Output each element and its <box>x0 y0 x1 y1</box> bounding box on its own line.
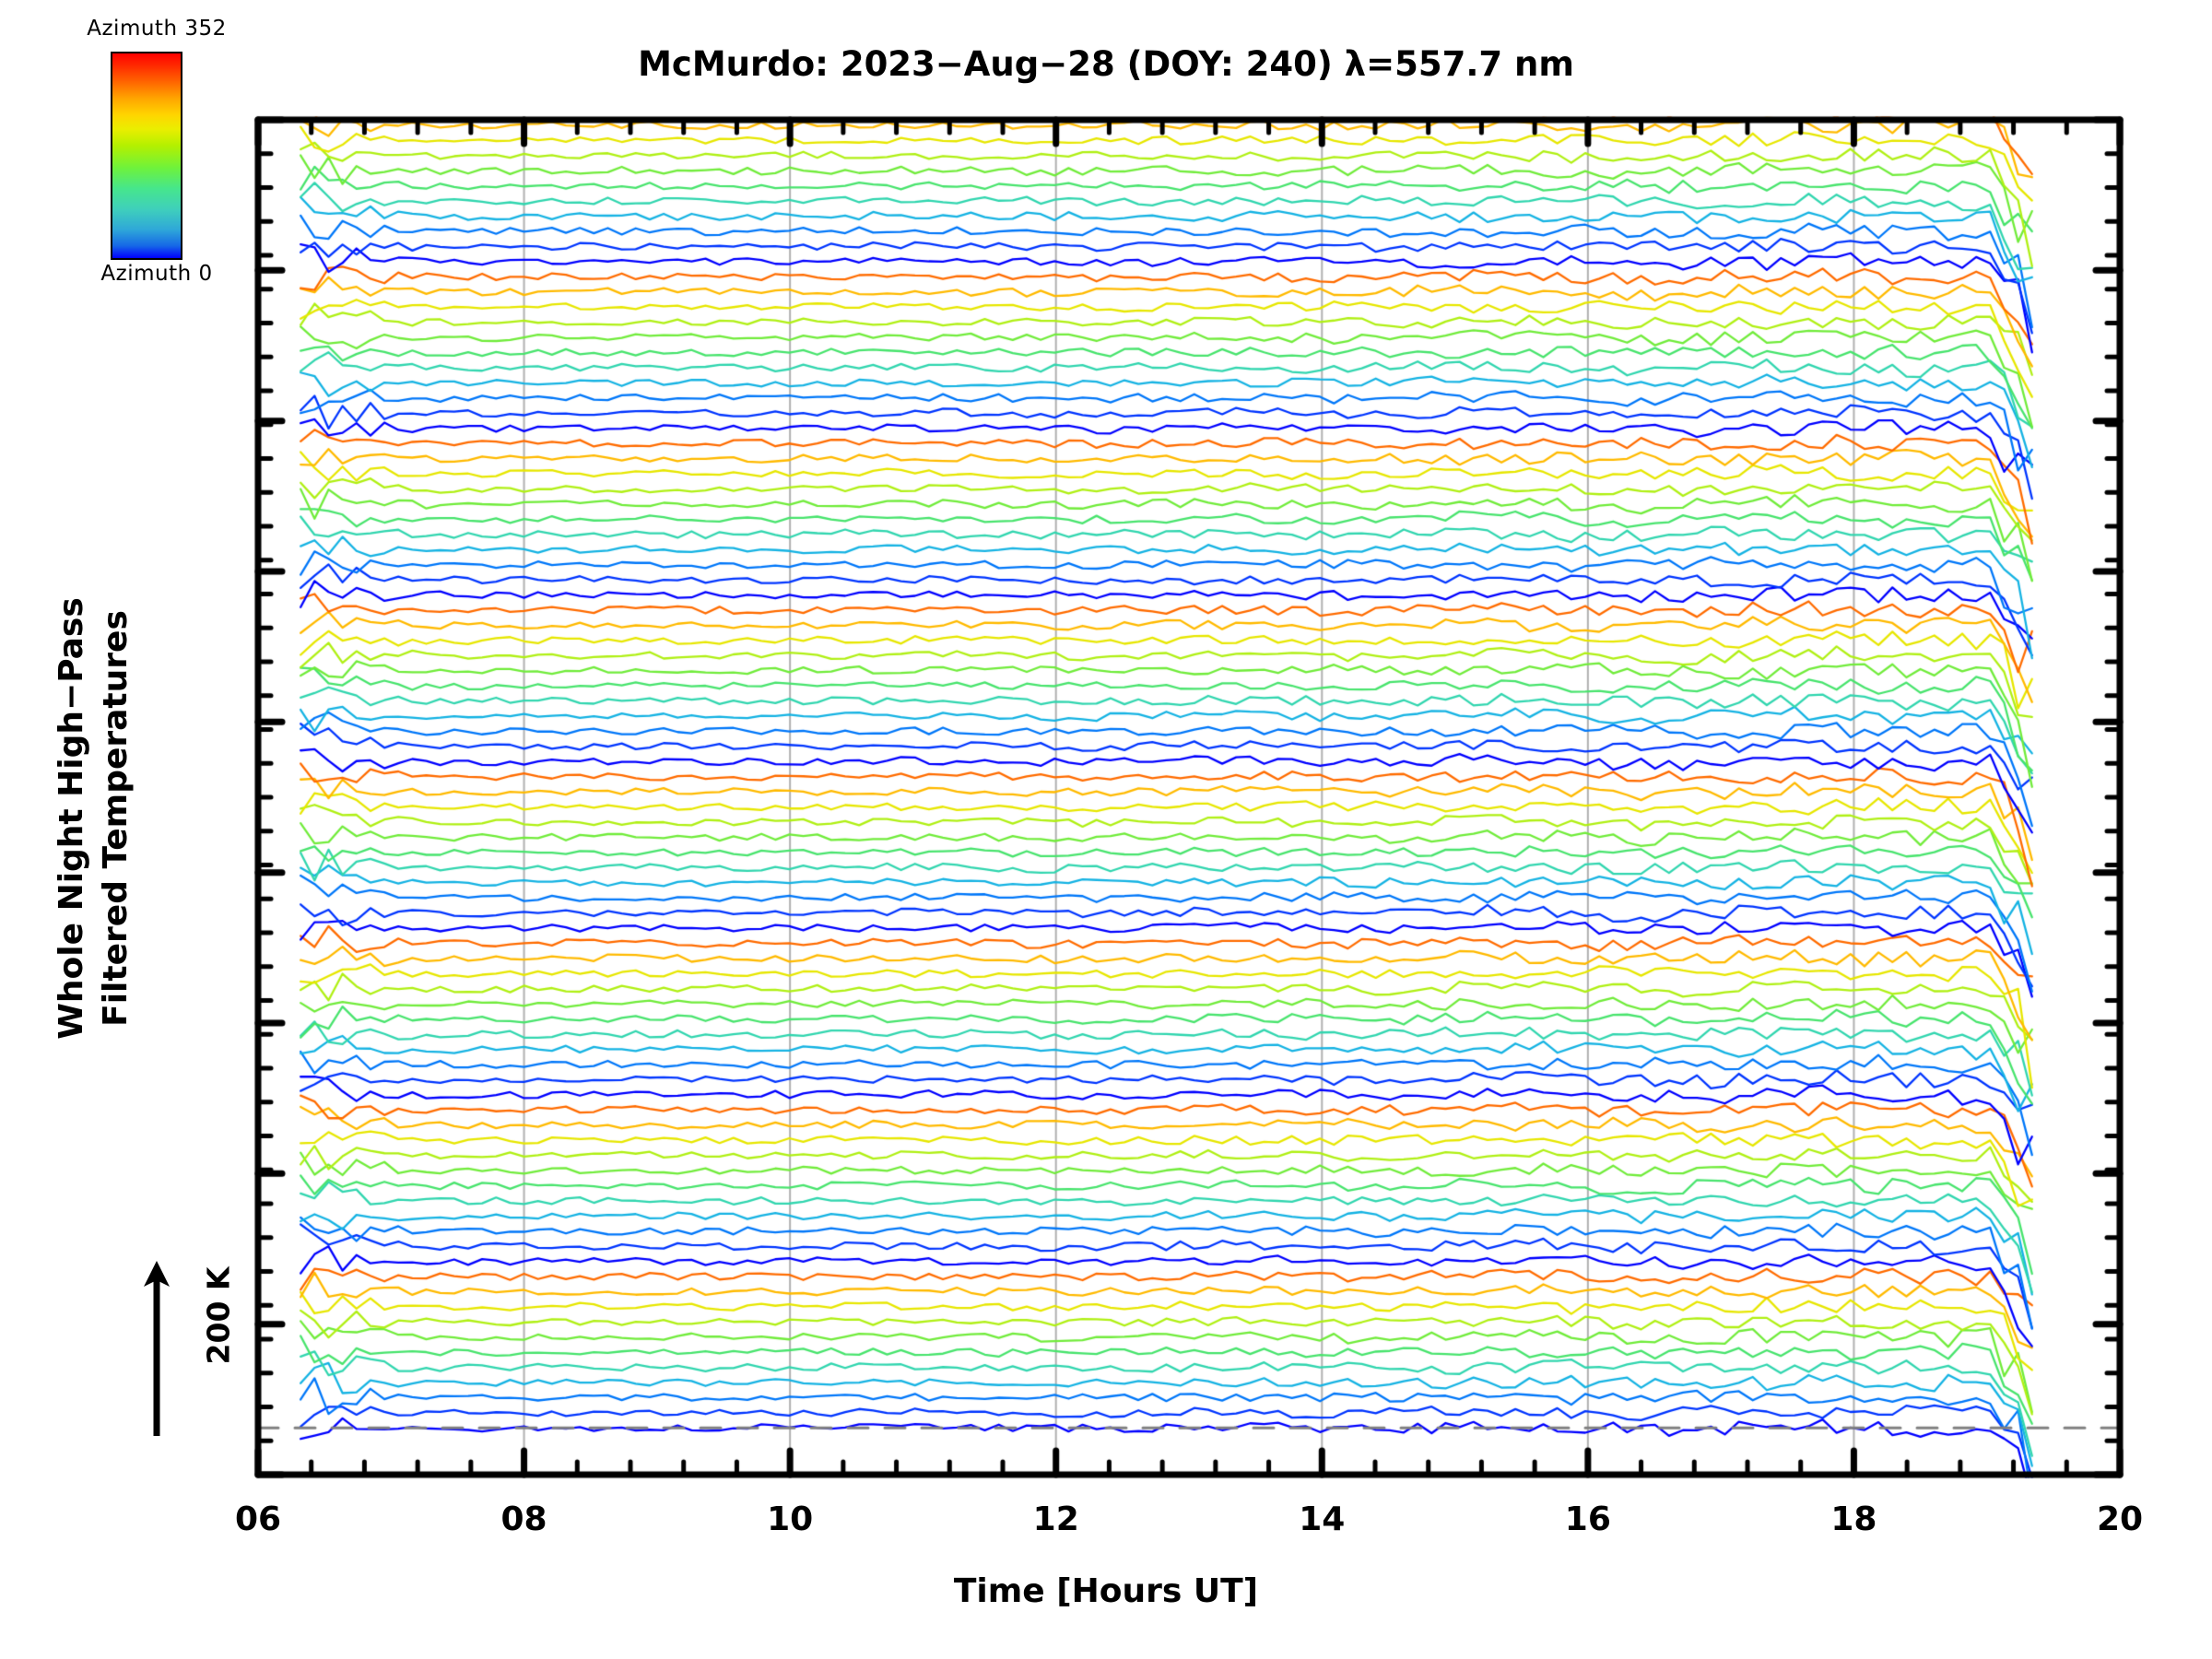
azimuth-colorbar-legend: Azimuth 352 Azimuth 0 <box>55 17 258 286</box>
x-axis-tick-labels: 06 08 10 12 14 16 18 20 <box>0 1500 2212 1556</box>
x-tick-label-20: 20 <box>2096 1500 2144 1538</box>
x-tick-label-18: 18 <box>1830 1500 1877 1538</box>
x-tick-label-08: 08 <box>500 1500 547 1538</box>
x-tick-label-06: 06 <box>234 1500 282 1538</box>
y-axis-title-line1: Whole Night High−Pass <box>53 597 90 1040</box>
x-tick-label-14: 14 <box>1299 1500 1346 1538</box>
x-tick-label-10: 10 <box>767 1500 814 1538</box>
azimuth-colorbar <box>111 52 182 260</box>
page-title: McMurdo: 2023−Aug−28 (DOY: 240) λ=557.7 … <box>638 44 1574 84</box>
x-axis-title: Time [Hours UT] <box>953 1572 1259 1610</box>
y-axis-title: Whole Night High−Pass Filtered Temperatu… <box>50 496 138 1141</box>
scale-bar-label: 200 K <box>200 1266 237 1365</box>
x-tick-label-16: 16 <box>1564 1500 1611 1538</box>
colorbar-min-label: Azimuth 0 <box>100 262 213 286</box>
scale-bar: 200 K <box>138 1261 267 1436</box>
colorbar-max-label: Azimuth 352 <box>87 17 227 41</box>
y-axis-title-line2: Filtered Temperatures <box>97 610 135 1027</box>
x-tick-label-12: 12 <box>1032 1500 1079 1538</box>
scale-bar-arrow-icon <box>144 1261 170 1436</box>
